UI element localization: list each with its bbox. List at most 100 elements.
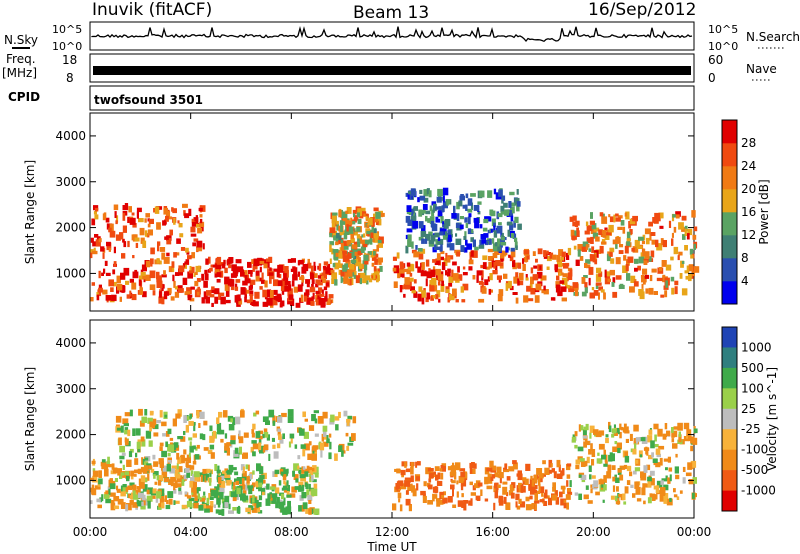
echo-cell (423, 197, 429, 203)
echo-cell (195, 215, 198, 223)
echo-cell (650, 440, 655, 449)
echo-cell (156, 420, 161, 424)
echo-cell (168, 479, 174, 485)
echo-cell (629, 433, 633, 441)
echo-cell (177, 436, 183, 440)
echo-cell (688, 479, 694, 485)
echo-cell (458, 274, 463, 279)
echo-cell (105, 217, 110, 223)
echo-cell (119, 455, 125, 460)
echo-cell (534, 484, 538, 490)
echo-cell (245, 507, 252, 513)
echo-cell (189, 445, 194, 453)
echo-cell (595, 236, 600, 242)
echo-cell (455, 222, 460, 228)
echo-cell (494, 491, 498, 499)
echo-cell (139, 420, 145, 427)
echo-cell (438, 280, 441, 285)
echo-cell (456, 491, 459, 498)
echo-cell (105, 272, 111, 276)
echo-cell (317, 275, 322, 279)
echo-cell (668, 467, 673, 472)
echo-cell (329, 241, 335, 246)
echo-cell (623, 464, 628, 469)
echo-cell (675, 474, 680, 480)
echo-cell (141, 264, 147, 272)
echo-cell (163, 207, 168, 215)
echo-cell (141, 457, 144, 465)
echo-cell (505, 246, 509, 253)
echo-cell (242, 453, 248, 459)
echo-cell (469, 468, 476, 474)
echo-cell (460, 286, 464, 293)
echo-cell (638, 256, 645, 264)
echo-cell (175, 413, 181, 419)
echo-cell (398, 469, 401, 473)
echo-cell (633, 279, 637, 284)
echo-cell (535, 283, 542, 291)
echo-cell (269, 486, 276, 490)
echo-cell (254, 291, 260, 299)
echo-cell (470, 237, 474, 242)
echo-cell (687, 462, 693, 470)
echo-cell (680, 260, 684, 268)
echo-cell (301, 492, 307, 499)
echo-cell (686, 233, 690, 240)
echo-cell (247, 485, 254, 489)
echo-cell (399, 504, 403, 512)
echo-cell (125, 504, 129, 512)
echo-cell (548, 459, 553, 468)
echo-cell (461, 299, 466, 303)
echo-cell (569, 480, 572, 488)
echo-cell (208, 506, 213, 513)
echo-cell (272, 415, 276, 424)
echo-cell (147, 218, 150, 222)
echo-cell (263, 444, 269, 450)
echo-cell (522, 258, 525, 264)
echo-cell (128, 451, 133, 458)
echo-cell (591, 246, 595, 253)
echo-cell (440, 284, 445, 292)
echo-cell (191, 266, 195, 273)
echo-cell (588, 266, 594, 275)
echo-cell (401, 483, 407, 490)
echo-cell (463, 500, 468, 504)
echo-cell (632, 448, 637, 455)
echo-cell (435, 206, 441, 210)
echo-cell (634, 267, 638, 272)
echo-cell (307, 453, 313, 460)
echo-cell (636, 440, 639, 444)
echo-cell (481, 281, 484, 290)
echo-cell (202, 468, 208, 474)
echo-cell (293, 463, 299, 471)
echo-cell (448, 234, 452, 242)
echo-cell (173, 482, 176, 491)
echo-cell (653, 423, 659, 430)
echo-cell (417, 461, 421, 466)
echo-cell (371, 225, 374, 232)
echo-cell (252, 482, 256, 488)
echo-cell (310, 300, 315, 306)
echo-cell (503, 273, 508, 279)
colorbar-swatch (722, 166, 737, 190)
echo-cell (566, 474, 571, 479)
echo-cell (161, 296, 165, 305)
echo-cell (297, 271, 301, 277)
echo-cell (464, 231, 467, 239)
echo-cell (194, 454, 200, 460)
colorbar-tick-label: -500 (741, 463, 768, 477)
echo-cell (608, 214, 611, 218)
echo-cell (269, 267, 272, 271)
echo-cell (671, 287, 675, 295)
echo-cell (595, 282, 602, 286)
echo-cell (608, 425, 612, 433)
echo-cell (244, 296, 247, 303)
echo-cell (410, 286, 415, 291)
colorbar-swatch (722, 327, 737, 348)
echo-cell (356, 241, 361, 247)
echo-cell (505, 502, 511, 510)
echo-cell (687, 228, 693, 236)
echo-cell (292, 470, 295, 477)
echo-cell (430, 220, 435, 227)
echo-cell (433, 246, 440, 250)
